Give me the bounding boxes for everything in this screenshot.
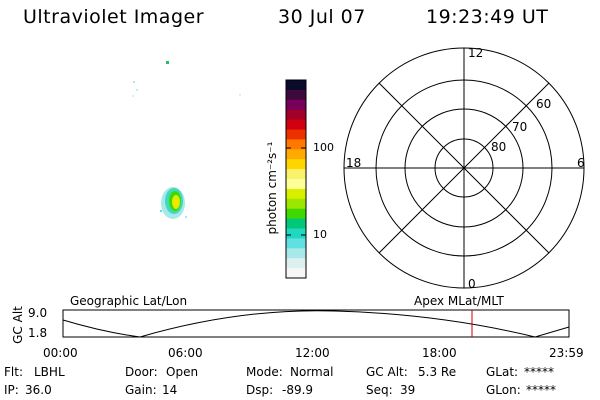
colorbar-segment — [286, 198, 306, 210]
colorbar-segment — [286, 188, 306, 200]
status-ip-value: 36.0 — [25, 383, 52, 397]
status-ip-label: IP: — [4, 383, 19, 397]
status-door-value: Open — [166, 365, 199, 379]
status-flt-value: LBHL — [34, 365, 65, 379]
status-seq-value: 39 — [400, 383, 416, 397]
status-glon-label: GLon: — [486, 383, 521, 397]
colorbar-segment — [286, 208, 306, 220]
lat-label-80: 80 — [491, 140, 507, 154]
colorbar-segment — [286, 248, 306, 259]
lat-label-70: 70 — [512, 120, 528, 134]
colorbar-segment — [286, 228, 306, 239]
colorbar-segment — [286, 238, 306, 249]
colorbar-segment — [286, 149, 306, 160]
status-glat-value: ***** — [524, 365, 554, 379]
timeline-ytick-9: 9.0 — [28, 306, 48, 320]
colorbar-segment — [286, 80, 306, 91]
colorbar-segment — [286, 179, 306, 190]
colorbar-segment — [286, 139, 306, 150]
mlt-label-6: 6 — [577, 156, 585, 170]
status-gain-value: 14 — [162, 383, 178, 397]
status-glon-value: ***** — [526, 383, 556, 397]
timeline-ytick-1-8: 1.8 — [28, 326, 48, 340]
colorbar-segment — [286, 218, 306, 229]
timeline-left-title: Geographic Lat/Lon — [70, 294, 188, 308]
colorbar-segment — [286, 268, 306, 279]
colorbar-tick-10: 10 — [313, 228, 327, 241]
colorbar-segment — [286, 258, 306, 269]
colorbar-segment — [286, 159, 306, 170]
timeline-xtick-1: 06:00 — [168, 346, 203, 360]
status-mode-label: Mode: — [246, 365, 283, 379]
timeline-xtick-0: 00:00 — [43, 346, 78, 360]
colorbar-segment — [286, 119, 306, 130]
status-gcalt-value: 5.3 Re — [418, 365, 457, 379]
mlt-label-18: 18 — [346, 156, 362, 170]
status-dsp-value: -89.9 — [282, 383, 314, 397]
status-gain-label: Gain: — [125, 383, 157, 397]
mlt-label-12: 12 — [468, 46, 484, 60]
status-glat-label: GLat: — [486, 365, 519, 379]
status-dsp-label: Dsp: — [246, 383, 274, 397]
timeline-xtick-2: 12:00 — [295, 346, 330, 360]
status-door-label: Door: — [125, 365, 158, 379]
status-mode-value: Normal — [290, 365, 334, 379]
timeline-xtick-3: 18:00 — [422, 346, 457, 360]
status-gcalt-label: GC Alt: — [366, 365, 408, 379]
colorbar-segment — [286, 169, 306, 180]
colorbar-segment — [286, 99, 306, 111]
colorbar-segment — [286, 89, 306, 101]
timeline-xtick-4: 23:59 — [549, 346, 584, 360]
status-flt-label: Flt: — [4, 365, 23, 379]
date-label: 30 Jul 07 — [278, 6, 366, 28]
instrument-title: Ultraviolet Imager — [23, 6, 205, 28]
lat-label-60: 60 — [536, 97, 552, 111]
colorbar-tick-100: 100 — [313, 141, 334, 154]
timeline-right-title: Apex MLat/MLT — [414, 294, 504, 308]
mlt-label-0: 0 — [468, 277, 476, 291]
colorbar-segment — [286, 109, 306, 121]
colorbar-segment — [286, 129, 306, 140]
time-label: 19:23:49 UT — [426, 6, 549, 28]
status-seq-label: Seq: — [366, 383, 393, 397]
